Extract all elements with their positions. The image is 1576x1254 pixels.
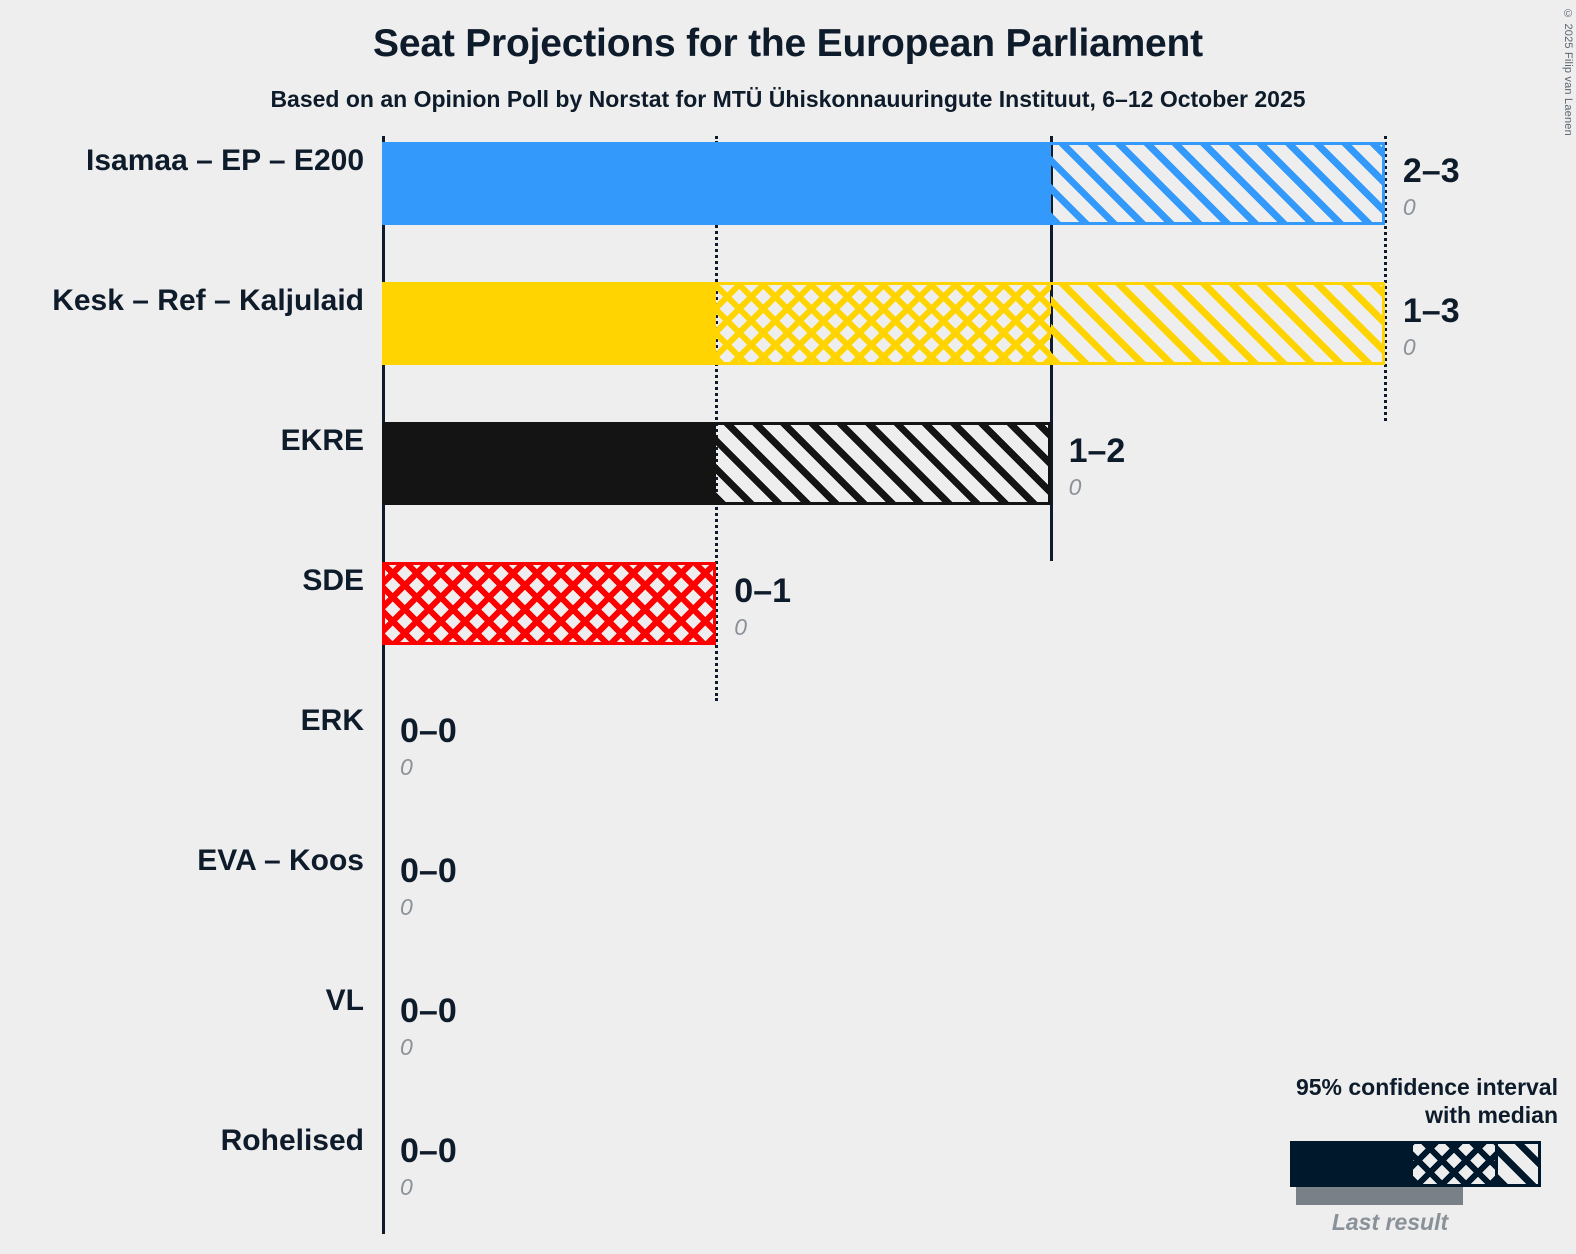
legend-caption-line2: with median — [1425, 1101, 1558, 1128]
row-label-rohelised: Rohelised — [220, 1124, 364, 1157]
chart-subtitle: Based on an Opinion Poll by Norstat for … — [270, 86, 1306, 112]
legend-last-result-bar — [1296, 1187, 1463, 1205]
value-range-label: 2–3 — [1402, 152, 1460, 190]
bar-row: EVA – Koos 0–0 0 — [0, 814, 1576, 954]
y-axis-line — [382, 136, 385, 1234]
bar-segment-hatch — [1050, 142, 1385, 225]
last-result-value: 0 — [400, 1174, 413, 1200]
bar-segment-hatch — [1050, 282, 1385, 365]
bar-segment-hatch — [716, 422, 1051, 505]
value-range-label: 0–1 — [734, 572, 792, 610]
row-label-eva-koos: EVA – Koos — [197, 844, 364, 877]
bar-segment-solid — [382, 142, 1051, 225]
legend-hatch-segment — [1495, 1141, 1541, 1187]
row-label-ekre: EKRE — [280, 424, 364, 457]
bar-segment-solid — [382, 282, 717, 365]
last-result-value: 0 — [1068, 474, 1082, 500]
legend-median-segment — [1290, 1141, 1413, 1187]
bar-row: Rohelised 0–0 0 — [0, 1094, 1576, 1234]
row-label-vl: VL — [325, 984, 364, 1017]
value-range-label: 1–2 — [1068, 432, 1126, 470]
chart-legend: 95% confidence interval with median Last… — [1270, 1073, 1558, 1236]
confidence-interval-bar — [382, 422, 1051, 505]
copyright-notice: © 2025 Filip van Laenen — [1562, 8, 1574, 136]
legend-caption: 95% confidence interval with median — [1270, 1073, 1558, 1129]
bar-segment-cross — [382, 562, 717, 645]
legend-last-result-label: Last result — [1331, 1209, 1449, 1235]
bar-segment-solid — [382, 422, 717, 505]
row-label-isamaa-ep-e200: Isamaa – EP – E200 — [86, 144, 364, 177]
value-range-label: 0–0 — [400, 712, 457, 750]
row-label-erk: ERK — [300, 704, 364, 737]
last-result-value: 0 — [400, 894, 413, 920]
gridline-3 — [1383, 136, 1387, 421]
bar-row: Kesk – Ref – Kaljulaid 1–3 0 — [0, 254, 1576, 394]
legend-caption-line1: 95% confidence interval — [1295, 1073, 1558, 1100]
gridline-1 — [715, 136, 719, 701]
last-result-value: 0 — [400, 754, 413, 780]
bar-row: VL 0–0 0 — [0, 954, 1576, 1094]
legend-crosshatch-segment — [1413, 1141, 1495, 1187]
last-result-value: 0 — [1402, 334, 1416, 360]
last-result-value: 0 — [1402, 194, 1416, 220]
last-result-value: 0 — [400, 1034, 413, 1060]
value-range-label: 0–0 — [400, 992, 457, 1030]
legend-sample-bar — [1290, 1141, 1558, 1187]
value-range-label: 0–0 — [400, 852, 457, 890]
confidence-interval-bar — [382, 282, 1385, 365]
row-label-sde: SDE — [302, 564, 364, 597]
row-label-kesk-ref-kaljulaid: Kesk – Ref – Kaljulaid — [52, 284, 364, 317]
last-result-value: 0 — [734, 614, 748, 640]
bar-row: ERK 0–0 0 — [0, 674, 1576, 814]
confidence-interval-bar — [382, 142, 1385, 225]
bar-row: SDE 0–1 0 — [0, 534, 1576, 674]
value-range-label: 1–3 — [1402, 292, 1460, 330]
bar-row: EKRE 1–2 0 — [0, 394, 1576, 534]
bar-segment-cross — [716, 282, 1051, 365]
confidence-interval-bar — [382, 562, 717, 645]
value-range-label: 0–0 — [400, 1132, 457, 1170]
bar-row: Isamaa – EP – E200 2–3 0 — [0, 114, 1576, 254]
page-title: Seat Projections for the European Parlia… — [373, 22, 1203, 65]
